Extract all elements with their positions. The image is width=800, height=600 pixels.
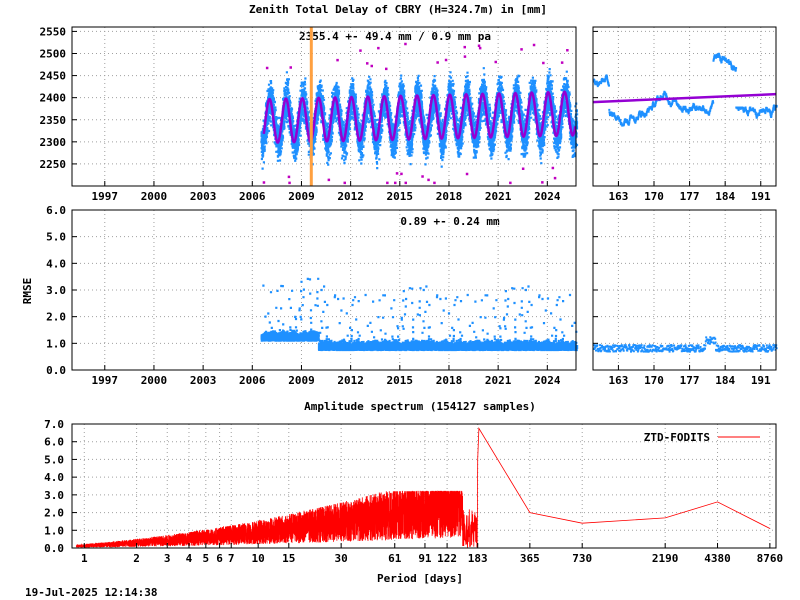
- spec-xtick-label: 4380: [704, 552, 731, 565]
- rmsez-xtick-label: 177: [680, 374, 700, 387]
- spec-ytick-label: 3.0: [44, 489, 64, 502]
- spec-ytick-label: 4.0: [44, 471, 64, 484]
- ztd-xtick-label: 2015: [387, 190, 414, 203]
- ztd-ytick-label: 2550: [40, 25, 67, 38]
- rmsez-xtick-label: 184: [715, 374, 735, 387]
- figure-title: Zenith Total Delay of CBRY (H=324.7m) in…: [249, 3, 547, 16]
- spectrum-line: [75, 427, 771, 549]
- ztd-ytick-label: 2350: [40, 114, 67, 127]
- spec-xtick-label: 91: [418, 552, 432, 565]
- ztdz-model-line: [592, 92, 777, 104]
- ztdz-xtick-label: 163: [608, 190, 628, 203]
- spec-xtick-label: 2: [133, 552, 140, 565]
- spec-ytick-label: 2.0: [44, 507, 64, 520]
- ztd-xtick-label: 2012: [337, 190, 364, 203]
- spectrum-title: Amplitude spectrum (154127 samples): [304, 400, 536, 413]
- spec-xtick-label: 4: [186, 552, 193, 565]
- spec-xtick-label: 365: [520, 552, 540, 565]
- spec-ytick-label: 6.0: [44, 436, 64, 449]
- rmse-ytick-label: 5.0: [46, 231, 66, 244]
- rmse-xtick-label: 2021: [485, 374, 512, 387]
- ztd-ytick-label: 2250: [40, 158, 67, 171]
- spec-xtick-label: 1: [81, 552, 88, 565]
- ztd-xtick-label: 2003: [190, 190, 217, 203]
- spec-ytick-label: 7.0: [44, 418, 64, 431]
- rmsez-xtick-label: 163: [608, 374, 628, 387]
- rmse-ytick-label: 1.0: [46, 337, 66, 350]
- ztd-model-curve: [262, 90, 577, 144]
- rmse-ylabel: RMSE: [21, 278, 34, 305]
- ztd-xtick-label: 2006: [239, 190, 266, 203]
- spec-ytick-label: 1.0: [44, 524, 64, 537]
- spec-xtick-label: 183: [468, 552, 488, 565]
- ztd-annotation: 2355.4 +- 49.4 mm / 0.9 mm pa: [299, 30, 491, 43]
- rmse-ytick-label: 3.0: [46, 284, 66, 297]
- ztdz-observations: [593, 52, 778, 127]
- rmsez-xtick-label: 191: [751, 374, 771, 387]
- rmse-xtick-label: 2012: [337, 374, 364, 387]
- spec-xtick-label: 6: [216, 552, 223, 565]
- rmse-xtick-label: 2003: [190, 374, 217, 387]
- spectrum-xlabel: Period [days]: [377, 572, 463, 585]
- rmse-ytick-label: 2.0: [46, 311, 66, 324]
- ztdz-xtick-label: 191: [751, 190, 771, 203]
- spec-xtick-label: 5: [203, 552, 210, 565]
- rmse-xtick-label: 2015: [387, 374, 414, 387]
- ztd-xtick-label: 1997: [92, 190, 119, 203]
- spec-xtick-label: 8760: [757, 552, 784, 565]
- ztdz-xtick-label: 177: [680, 190, 700, 203]
- rmsez-xtick-label: 170: [644, 374, 664, 387]
- rmse-annotation: 0.89 +- 0.24 mm: [400, 215, 500, 228]
- spec-ytick-label: 5.0: [44, 453, 64, 466]
- spec-ytick-label: 0.0: [44, 542, 64, 555]
- legend-label: ZTD-FODITS: [644, 431, 710, 444]
- ztd-xtick-label: 2000: [141, 190, 168, 203]
- rmse-xtick-label: 2024: [534, 374, 561, 387]
- rmsez-observations: [593, 336, 778, 353]
- ztd-ytick-label: 2450: [40, 70, 67, 83]
- ztd-ytick-label: 2400: [40, 92, 67, 105]
- ztdz-xtick-label: 184: [715, 190, 735, 203]
- ztd-plot-frame: [71, 26, 577, 187]
- ztd-observations: [260, 67, 579, 170]
- rmse-ytick-label: 0.0: [46, 364, 66, 377]
- rmse-observations: [260, 277, 579, 352]
- spec-xtick-label: 730: [572, 552, 592, 565]
- rmse-xtick-label: 2006: [239, 374, 266, 387]
- spec-xtick-label: 61: [388, 552, 402, 565]
- tick-layer: 2250 2300 2350 2400 2450 2500 2550 1997 2000 2003…: [40, 25, 784, 565]
- spec-xtick-label: 3: [164, 552, 171, 565]
- spec-xtick-label: 10: [252, 552, 265, 565]
- ztdz-plot-frame: [592, 26, 777, 187]
- rmse-xtick-label: 2000: [141, 374, 168, 387]
- spec-xtick-label: 15: [282, 552, 295, 565]
- ztd-xtick-label: 2018: [436, 190, 463, 203]
- timestamp: 19-Jul-2025 12:14:38: [25, 586, 157, 599]
- ztdz-xtick-label: 170: [644, 190, 664, 203]
- rmse-ytick-label: 6.0: [46, 204, 66, 217]
- rmse-ytick-label: 4.0: [46, 257, 66, 270]
- ztd-xtick-label: 2021: [485, 190, 512, 203]
- rmse-xtick-label: 2018: [436, 374, 463, 387]
- ztd-ytick-label: 2500: [40, 48, 67, 61]
- spec-xtick-label: 30: [335, 552, 348, 565]
- spec-xtick-label: 2190: [652, 552, 679, 565]
- ztd-xtick-label: 2024: [534, 190, 561, 203]
- spec-xtick-label: 122: [437, 552, 457, 565]
- spec-plot-frame: [71, 423, 777, 549]
- data-layer: [75, 27, 778, 549]
- spec-xtick-label: 7: [228, 552, 235, 565]
- rmse-xtick-label: 2009: [288, 374, 315, 387]
- ztd-ytick-label: 2300: [40, 136, 67, 149]
- ztd-xtick-label: 2009: [288, 190, 315, 203]
- rmse-xtick-label: 1997: [92, 374, 119, 387]
